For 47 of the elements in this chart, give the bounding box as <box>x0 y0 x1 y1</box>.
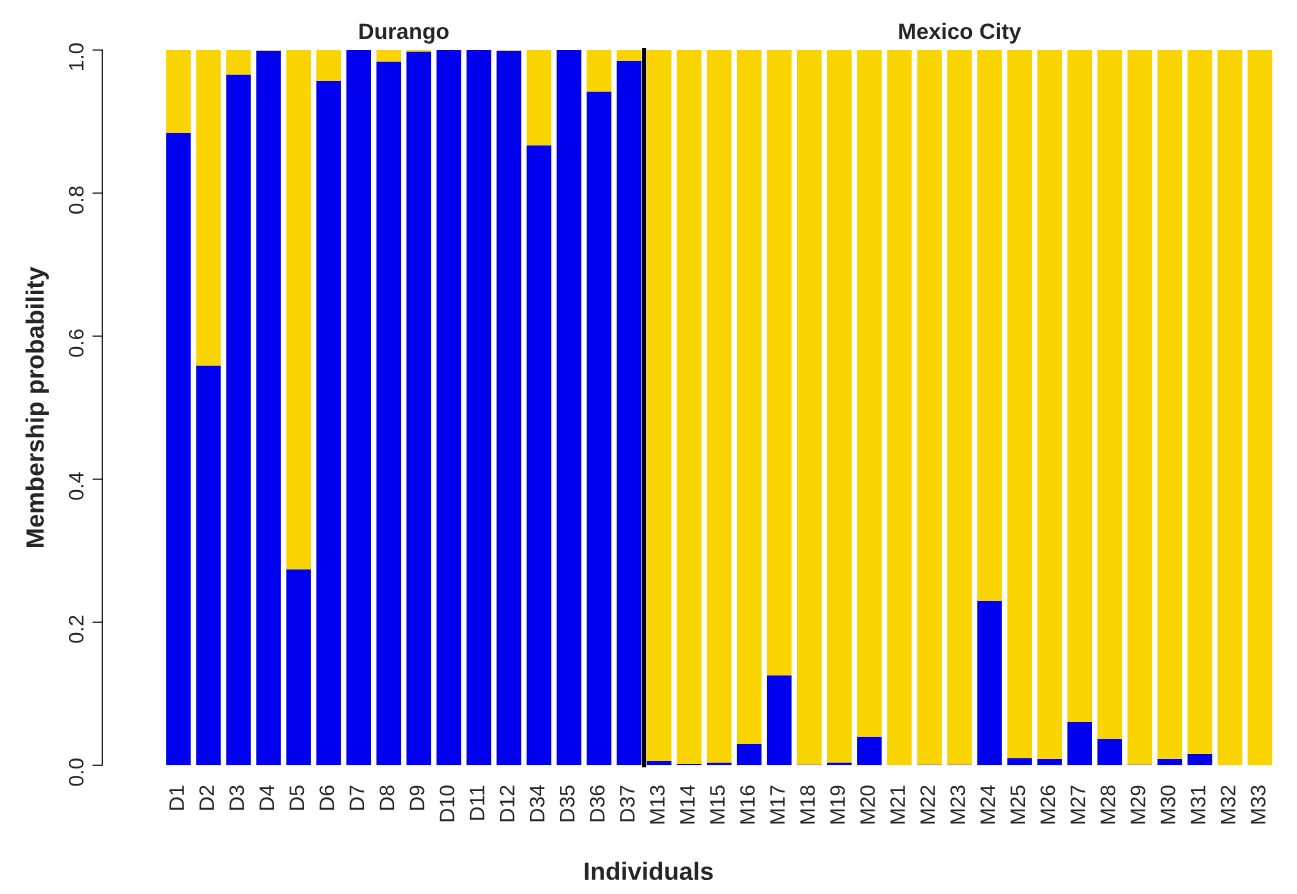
x-tick-label: M29 <box>1130 785 1146 824</box>
x-tick-label: M18 <box>800 785 815 824</box>
x-tick-label: M26 <box>1040 785 1056 824</box>
x-tick-label: D5 <box>289 785 305 810</box>
x-tick-label: M21 <box>890 785 905 824</box>
x-tick-label: D6 <box>319 785 335 810</box>
x-tick-label: D4 <box>259 785 274 810</box>
x-tick-label: M13 <box>649 785 665 824</box>
x-tick-label: D1 <box>169 785 184 810</box>
x-tick-label: M30 <box>1160 785 1176 824</box>
x-tick-label: D34 <box>529 785 545 822</box>
y-tick-label: 0.0 <box>68 758 84 786</box>
x-axis-title: Individuals <box>584 861 713 881</box>
y-axis-title: Membership probability <box>25 266 49 547</box>
x-tick-label: D10 <box>439 785 455 822</box>
x-tick-label: M25 <box>1010 785 1026 824</box>
x-tick-label: D11 <box>469 785 485 820</box>
x-tick-label: M24 <box>980 785 995 824</box>
y-tick-label: 0.6 <box>68 329 84 357</box>
x-tick-label: M32 <box>1220 785 1236 824</box>
y-tick-label: 0.2 <box>68 615 84 643</box>
x-tick-label: D7 <box>349 785 365 810</box>
x-tick-label: D36 <box>589 785 605 822</box>
x-tick-label: M27 <box>1070 785 1086 824</box>
y-tick-label: 1.0 <box>68 43 84 70</box>
x-tick-label: M17 <box>770 785 785 824</box>
x-tick-label: D3 <box>229 785 245 810</box>
x-tick-label: D12 <box>499 785 515 822</box>
chart-title: Durango <box>359 23 449 44</box>
x-tick-label: M19 <box>830 785 845 824</box>
y-tick-label: 0.8 <box>68 186 84 214</box>
x-tick-label: M23 <box>950 785 966 824</box>
x-tick-label: M28 <box>1100 785 1116 824</box>
x-tick-label: M22 <box>920 785 935 824</box>
x-tick-label: D2 <box>199 785 214 810</box>
x-tick-label: D8 <box>379 785 395 810</box>
x-tick-label: M20 <box>860 785 875 824</box>
y-tick-label: 0.4 <box>68 472 84 500</box>
chart-title: Mexico City <box>899 22 1022 44</box>
x-tick-label: M16 <box>740 785 755 824</box>
x-tick-label: M14 <box>680 785 695 824</box>
x-tick-label: D35 <box>559 785 575 822</box>
x-tick-label: D9 <box>409 785 425 810</box>
x-tick-label: M15 <box>710 785 725 824</box>
x-tick-label: M33 <box>1250 785 1266 824</box>
x-tick-label: M31 <box>1190 785 1206 824</box>
x-tick-label: D37 <box>619 785 635 822</box>
